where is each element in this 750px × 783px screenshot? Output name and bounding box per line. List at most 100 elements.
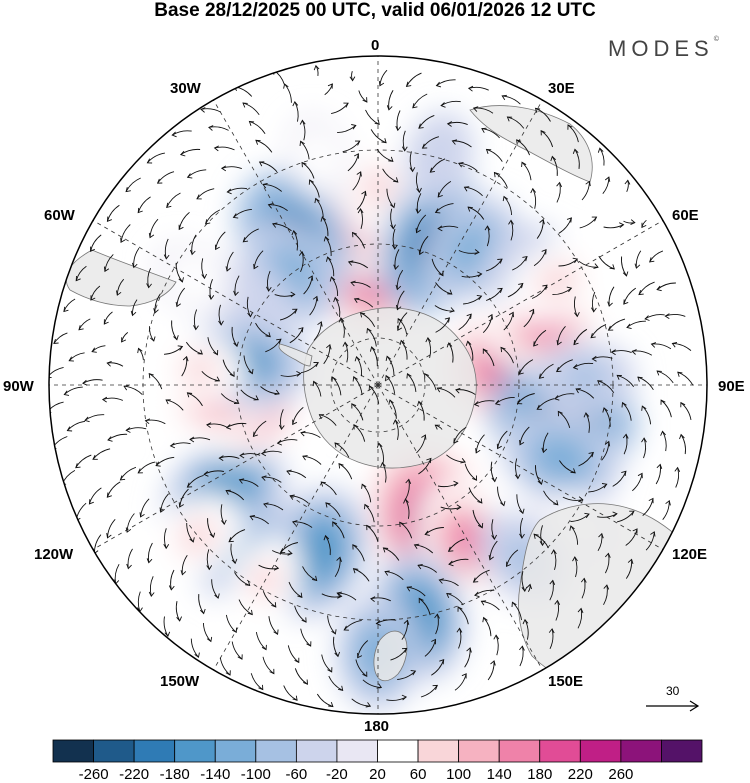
- longitude-label-180: 180: [364, 718, 390, 735]
- wind-vector: [414, 544, 434, 554]
- wind-vector-head: [75, 275, 81, 282]
- wind-vector: [337, 592, 357, 601]
- wind-vector-head: [182, 355, 189, 362]
- wind-vector-head: [201, 273, 208, 280]
- wind-vector-head: [664, 313, 670, 319]
- wind-vector-head: [395, 304, 402, 311]
- wind-vector-head: [556, 367, 562, 373]
- wind-vector: [325, 502, 341, 518]
- wind-vector-head: [437, 192, 443, 198]
- new-zealand-landmass: [373, 630, 408, 682]
- wind-vector-head: [63, 306, 69, 313]
- wind-vector-head: [514, 474, 521, 480]
- wind-vector: [218, 304, 222, 326]
- wind-vector-head: [156, 178, 163, 184]
- wind-vector-head: [631, 349, 637, 355]
- wind-vector: [437, 482, 459, 488]
- wind-vector-head: [153, 308, 159, 314]
- wind-vector-head: [354, 355, 361, 362]
- wind-vector-head: [472, 106, 479, 112]
- wind-vector-head: [266, 286, 272, 292]
- wind-vector-head: [214, 593, 220, 599]
- wind-vector: [603, 224, 624, 229]
- wind-vector-head: [381, 138, 387, 144]
- wind-vector-head: [106, 492, 112, 498]
- wind-vector-head: [416, 187, 422, 194]
- wind-vector-head: [425, 337, 432, 343]
- wind-vector-head: [179, 150, 186, 157]
- wind-vector-head: [366, 524, 372, 531]
- wind-vector-head: [294, 657, 300, 664]
- wind-vector-head: [119, 475, 126, 481]
- wind-vector-head: [325, 502, 331, 508]
- wind-vector: [175, 601, 181, 622]
- wind-vector-head: [572, 364, 579, 370]
- wind-vector-head: [519, 645, 525, 651]
- longitude-label-150w: 150W: [160, 673, 200, 690]
- wind-vector: [186, 522, 194, 543]
- wind-vector: [362, 679, 382, 688]
- wind-vector-head: [476, 294, 483, 301]
- wind-vector-head: [279, 548, 286, 554]
- wind-vector-head: [263, 502, 269, 508]
- meridian-line: [92, 384, 379, 550]
- wind-vector-head: [178, 224, 184, 231]
- wind-vector-head: [406, 586, 412, 592]
- wind-vector: [632, 350, 653, 356]
- wind-vector-head: [424, 373, 430, 379]
- wind-vector-head: [271, 602, 277, 608]
- wind-vector-head: [164, 631, 171, 638]
- wind-vector-head: [671, 342, 678, 348]
- wind-vector-head: [148, 372, 154, 379]
- wind-vector-head: [446, 121, 453, 127]
- wind-vector-head: [352, 544, 358, 550]
- wind-vector: [455, 389, 476, 395]
- wind-vector-head: [572, 148, 579, 154]
- australia-landmass: [518, 503, 695, 685]
- vector-reference: [646, 700, 700, 712]
- brand-text: MODES: [608, 36, 714, 61]
- wind-vector: [334, 297, 341, 318]
- wind-vector-head: [320, 481, 326, 487]
- wind-vector-head: [518, 369, 524, 375]
- wind-vector: [574, 149, 580, 169]
- wind-vector-head: [239, 452, 245, 459]
- wind-vector-head: [446, 342, 453, 348]
- wind-vector: [319, 414, 337, 426]
- wind-vector: [416, 214, 427, 233]
- wind-vector-head: [342, 341, 349, 347]
- wind-vector-head: [334, 442, 340, 448]
- meridian-line: [377, 99, 543, 386]
- wind-vector-head: [632, 528, 638, 534]
- wind-vector-head: [226, 188, 232, 195]
- wind-vector-head: [410, 670, 417, 676]
- wind-vector: [405, 498, 410, 519]
- anomaly-blob: [292, 523, 342, 582]
- wind-vector-head: [233, 290, 239, 297]
- wind-vector-head: [313, 362, 319, 368]
- wind-vector-head: [650, 342, 657, 348]
- wind-vector-head: [352, 376, 358, 382]
- wind-vector-head: [458, 162, 464, 168]
- wind-vector-head: [506, 561, 511, 568]
- wind-vector-head: [516, 139, 522, 145]
- wind-vector-head: [225, 424, 232, 430]
- wind-vector-head: [287, 550, 293, 556]
- wind-vector-head: [572, 257, 579, 264]
- wind-vector-head: [336, 591, 342, 598]
- wind-vector: [178, 211, 190, 230]
- wind-vector-head: [298, 250, 305, 257]
- wind-vector-head: [208, 294, 215, 300]
- wind-vector-head: [472, 577, 479, 583]
- wind-vector-head: [197, 349, 203, 355]
- wind-vector-head: [612, 511, 618, 518]
- wind-vector-head: [314, 197, 320, 204]
- longitude-label-90e: 90E: [718, 378, 745, 395]
- wind-vector-head: [490, 660, 496, 666]
- wind-vector: [258, 564, 279, 570]
- wind-vector-head: [541, 447, 548, 454]
- wind-vector-head: [482, 348, 488, 354]
- wind-vector-head: [406, 373, 412, 379]
- wind-vector-head: [399, 521, 405, 528]
- wind-vector: [407, 373, 417, 392]
